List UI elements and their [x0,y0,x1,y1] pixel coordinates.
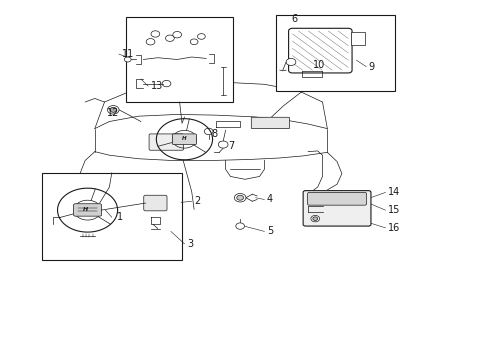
Circle shape [311,215,319,222]
Text: 15: 15 [388,205,400,215]
Circle shape [234,193,246,202]
Circle shape [197,33,205,39]
FancyBboxPatch shape [289,28,352,73]
Text: 10: 10 [313,60,325,70]
Circle shape [204,128,213,135]
Text: 6: 6 [291,14,297,24]
Text: 3: 3 [187,239,193,249]
Bar [126,17,233,102]
FancyBboxPatch shape [149,134,183,150]
FancyBboxPatch shape [144,195,167,211]
Text: 11: 11 [122,49,134,59]
Circle shape [173,31,181,38]
Text: 1: 1 [117,212,123,222]
Text: 2: 2 [194,196,200,206]
Text: 16: 16 [388,223,400,233]
FancyBboxPatch shape [251,117,290,129]
Circle shape [237,195,244,200]
Circle shape [107,105,119,114]
Text: 14: 14 [388,188,400,197]
Circle shape [124,57,131,62]
Text: 13: 13 [150,81,163,91]
Circle shape [313,217,318,220]
Bar [351,32,365,45]
Circle shape [146,39,155,45]
Text: 8: 8 [211,129,217,139]
Text: 5: 5 [267,226,273,237]
Text: 7: 7 [228,141,234,151]
Text: H: H [82,207,88,212]
Circle shape [166,35,174,41]
Circle shape [286,58,296,66]
Circle shape [162,80,171,87]
Bar [276,15,395,91]
Circle shape [151,31,160,37]
Bar [42,173,182,260]
FancyBboxPatch shape [172,134,196,145]
Circle shape [110,107,117,112]
Circle shape [219,141,228,148]
Text: H: H [182,136,187,141]
FancyBboxPatch shape [308,192,367,205]
FancyBboxPatch shape [74,204,101,216]
Text: 12: 12 [107,108,119,118]
Circle shape [190,39,198,45]
FancyBboxPatch shape [303,191,371,226]
Text: 4: 4 [267,194,273,204]
Text: 9: 9 [368,62,375,72]
Circle shape [236,223,245,229]
